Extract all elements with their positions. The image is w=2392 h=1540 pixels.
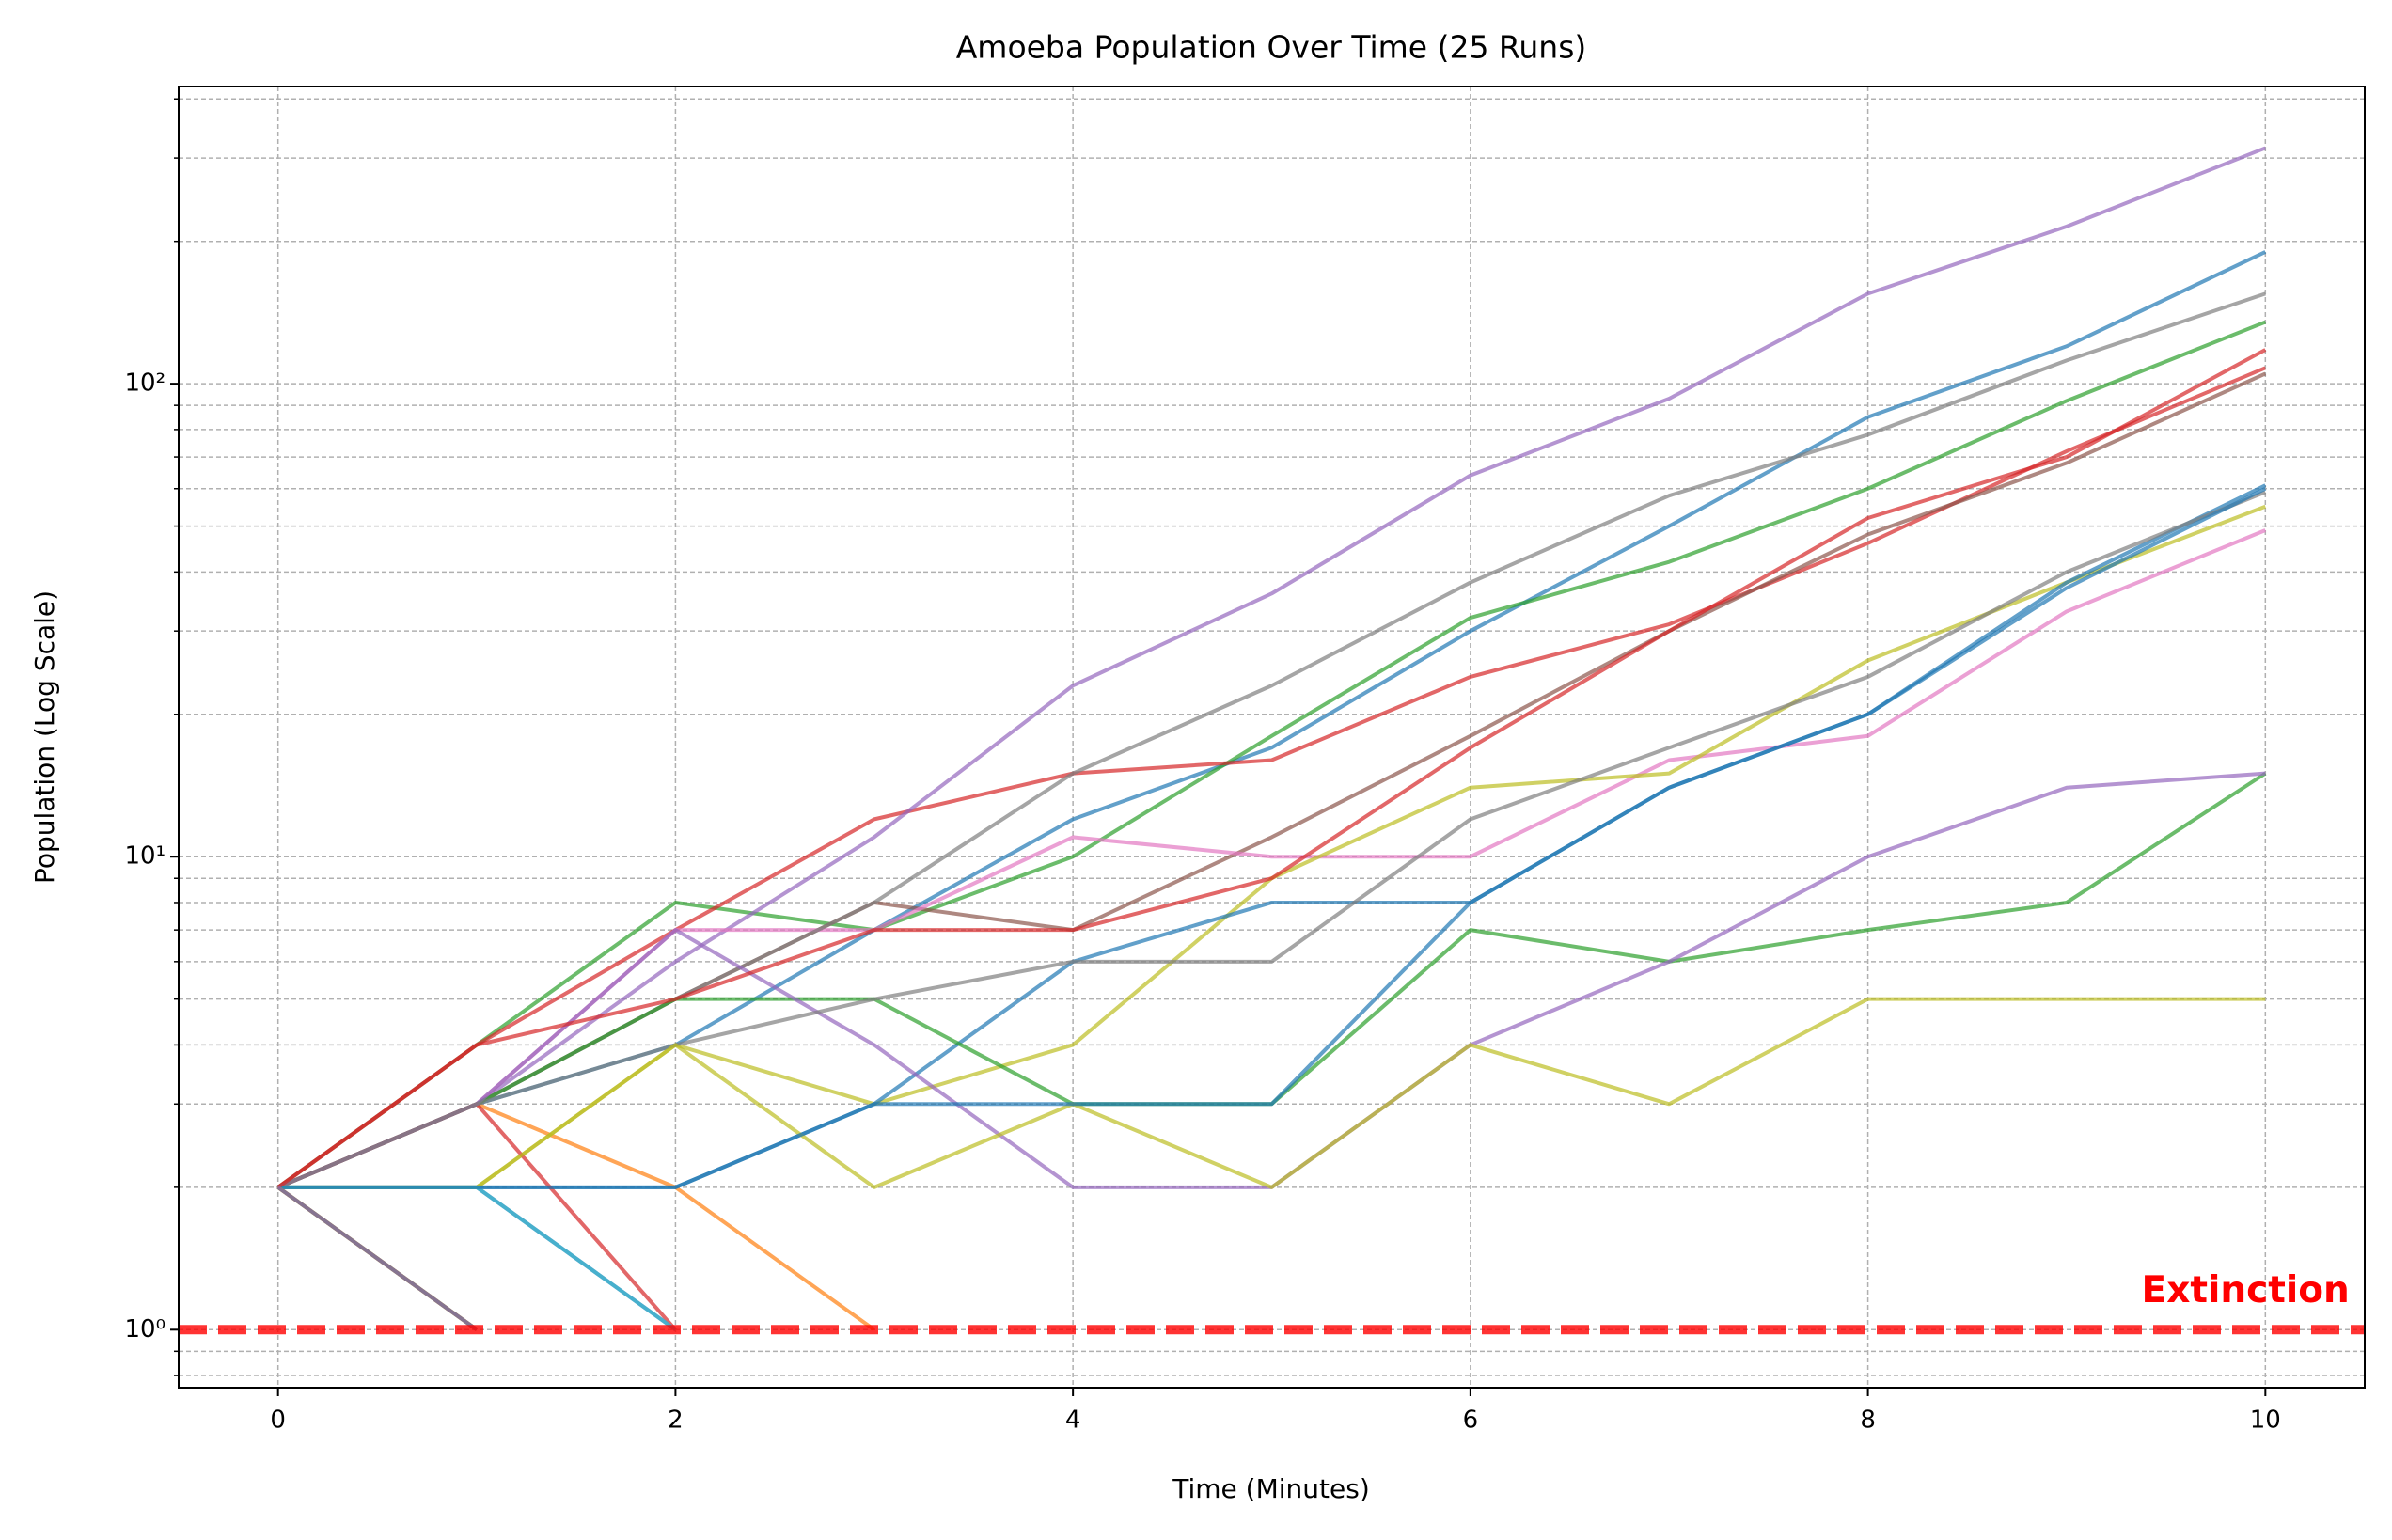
plot-frame [178, 86, 2366, 1389]
series-line [277, 997, 2266, 1189]
x-tick-label: 4 [1065, 1406, 1081, 1435]
y-tick-label: 10² [124, 369, 165, 398]
series-line [276, 490, 2267, 1189]
x-tick-label: 0 [270, 1406, 286, 1435]
series-line [276, 320, 2267, 1189]
x-tick-label: 8 [1860, 1406, 1876, 1435]
x-tick-label: 10 [2250, 1406, 2281, 1435]
x-tick-label: 6 [1463, 1406, 1479, 1435]
series-line [276, 348, 2267, 1189]
chart-title: Amoeba Population Over Time (25 Runs) [956, 29, 1587, 66]
x-axis-label: Time (Minutes) [1172, 1473, 1370, 1504]
y-tick-label: 10¹ [124, 842, 165, 871]
x-tick-label: 2 [668, 1406, 684, 1435]
series-line [276, 1186, 479, 1331]
series-line [277, 486, 2267, 1189]
y-tick-label: 10⁰ [124, 1315, 165, 1344]
y-axis-label: Population (Log Scale) [29, 590, 60, 884]
series-line [276, 146, 2267, 1189]
annotation: Extinction [2142, 1269, 2350, 1312]
